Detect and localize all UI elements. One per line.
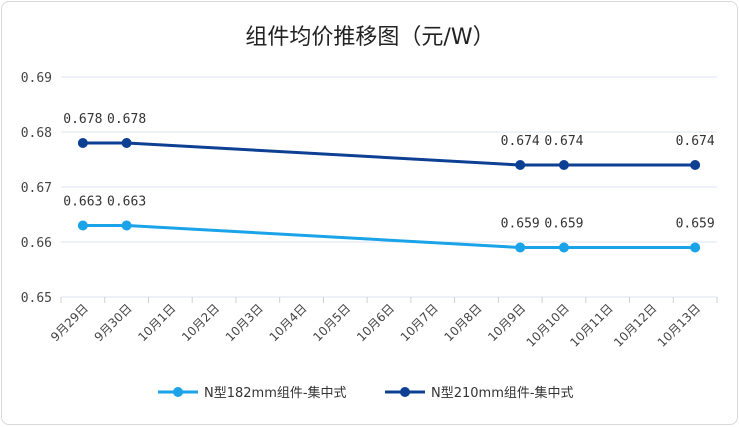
- x-tick-label: 10月5日: [310, 301, 353, 344]
- chart-title: 组件均价推移图（元/W）: [245, 25, 494, 50]
- x-tick-label: 10月6日: [354, 301, 397, 344]
- data-point[interactable]: [515, 160, 526, 170]
- data-point[interactable]: [121, 138, 132, 148]
- data-label: 0.678: [107, 112, 146, 127]
- gridlines: [61, 76, 717, 298]
- data-label: 0.659: [676, 217, 715, 232]
- data-point[interactable]: [558, 160, 569, 170]
- x-tick-label: 9月29日: [48, 301, 91, 344]
- y-tick-label: 0.68: [21, 126, 52, 141]
- series-group: [77, 138, 701, 253]
- x-tick-label: 9月30日: [92, 301, 135, 344]
- data-label: 0.663: [63, 195, 102, 210]
- data-point[interactable]: [558, 242, 569, 253]
- data-point[interactable]: [690, 242, 701, 253]
- data-label: 0.659: [544, 217, 583, 232]
- legend-item-label[interactable]: N型182mm组件-集中式: [204, 385, 347, 401]
- x-tick-label: 10月8日: [442, 301, 485, 344]
- data-label: 0.663: [107, 195, 146, 210]
- x-tick-label: 10月11日: [567, 301, 615, 349]
- x-tick-label: 10月10日: [524, 301, 572, 349]
- data-label: 0.659: [501, 217, 540, 232]
- data-point[interactable]: [77, 220, 88, 231]
- series-line-2: [82, 141, 696, 167]
- x-tick-label: 10月9日: [485, 301, 528, 344]
- x-tick-label: 10月2日: [179, 301, 222, 344]
- legend[interactable]: N型182mm组件-集中式 N型210mm组件-集中式: [158, 385, 574, 401]
- y-tick-label: 0.65: [21, 291, 52, 306]
- data-point[interactable]: [121, 220, 132, 231]
- data-label: 0.678: [63, 112, 102, 127]
- data-labels: 0.663 0.663 0.659 0.659 0.659 0.678 0.678 0.674…: [63, 112, 715, 232]
- x-tick-label: 10月7日: [398, 301, 441, 344]
- x-tick-label: 10月1日: [135, 301, 178, 344]
- data-point[interactable]: [515, 242, 526, 253]
- data-label: 0.674: [676, 134, 715, 149]
- y-tick-label: 0.66: [21, 236, 52, 251]
- x-tick-label: 10月12日: [611, 301, 659, 349]
- x-tick-label: 10月13日: [655, 301, 703, 349]
- data-point[interactable]: [690, 160, 701, 170]
- data-point[interactable]: [77, 138, 88, 148]
- data-label: 0.674: [544, 134, 583, 149]
- legend-swatch-marker: [400, 387, 410, 397]
- x-tick-label: 10月4日: [267, 301, 310, 344]
- y-tick-label: 0.67: [21, 181, 52, 196]
- legend-item-label[interactable]: N型210mm组件-集中式: [431, 385, 574, 401]
- y-tick-label: 0.69: [21, 71, 52, 86]
- data-label: 0.674: [501, 134, 540, 149]
- series-line-1: [82, 224, 696, 249]
- legend-swatch-marker: [173, 387, 183, 397]
- x-tick-label: 10月3日: [223, 301, 266, 344]
